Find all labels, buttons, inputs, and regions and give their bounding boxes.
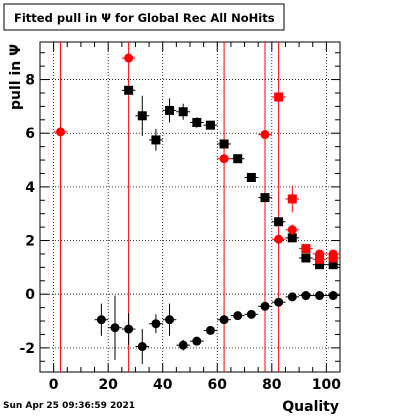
- data-point-circle: [178, 340, 188, 350]
- grid-layer: [40, 42, 340, 372]
- ticks-layer: 0 20 40 60 80 100 -2 0 2 4 6 8: [19, 42, 341, 393]
- data-point-circle: [274, 297, 284, 307]
- data-point-circle: [301, 291, 311, 301]
- data-point-square: [246, 172, 256, 182]
- data-point-square: [260, 193, 270, 203]
- chart-title: Fitted pull in Ψ for Global Rec All NoHi…: [14, 11, 275, 25]
- data-point-square: [287, 194, 297, 204]
- data-point-circle: [137, 342, 147, 352]
- x-tick-label: 60: [208, 377, 228, 393]
- data-point-circle: [192, 336, 202, 346]
- y-tick-label: 4: [25, 180, 35, 196]
- data-point-square: [219, 139, 229, 149]
- plot-frame: [39, 41, 341, 373]
- data-point-square: [178, 107, 188, 117]
- data-point-square: [192, 117, 202, 127]
- y-tick-label: 2: [25, 234, 35, 250]
- data-layer: [53, 53, 340, 364]
- x-axis-label: Quality: [282, 399, 339, 414]
- y-tick-label: -2: [19, 341, 35, 357]
- data-point-circle: [287, 225, 297, 235]
- data-point-square: [301, 244, 311, 254]
- data-point-square: [205, 120, 215, 130]
- data-point-square: [315, 260, 325, 270]
- data-point-circle: [328, 291, 338, 301]
- x-tick-label: 100: [312, 377, 341, 393]
- x-tick-label: 0: [49, 377, 59, 393]
- data-point-circle: [287, 292, 297, 302]
- data-point-square: [328, 260, 338, 270]
- data-point-circle: [246, 309, 256, 319]
- x-tick-label: 80: [262, 377, 282, 393]
- data-point-circle: [110, 323, 120, 333]
- data-point-square: [315, 254, 325, 264]
- x-tick-label: 40: [153, 377, 173, 393]
- data-point-square: [151, 135, 161, 145]
- title-box: [3, 3, 285, 31]
- data-point-circle: [124, 53, 134, 63]
- data-point-circle: [205, 325, 215, 335]
- data-point-square: [124, 85, 134, 95]
- data-point-circle: [260, 130, 270, 140]
- data-point-circle: [55, 127, 65, 137]
- data-point-circle: [96, 315, 106, 325]
- y-tick-label: 8: [25, 73, 35, 89]
- data-point-square: [137, 111, 147, 121]
- data-point-circle: [151, 319, 161, 329]
- data-point-circle: [260, 301, 270, 311]
- y-tick-label: 6: [25, 126, 35, 142]
- data-point-square: [287, 233, 297, 243]
- data-point-circle: [274, 234, 284, 244]
- y-axis-label: pull in Ψ: [8, 44, 24, 110]
- data-point-circle: [165, 315, 175, 325]
- data-point-square: [301, 253, 311, 263]
- data-point-square: [328, 253, 338, 263]
- data-point-square: [274, 217, 284, 227]
- x-tick-label: 20: [98, 377, 118, 393]
- y-tick-label: 0: [25, 287, 35, 303]
- data-point-circle: [233, 311, 243, 321]
- data-point-square: [165, 105, 175, 115]
- data-point-circle: [124, 324, 134, 334]
- data-point-square: [233, 154, 243, 164]
- timestamp: Sun Apr 25 09:36:59 2021: [3, 401, 135, 411]
- data-point-circle: [219, 154, 229, 164]
- data-point-square: [274, 92, 284, 102]
- data-point-circle: [219, 315, 229, 325]
- data-point-circle: [315, 291, 325, 301]
